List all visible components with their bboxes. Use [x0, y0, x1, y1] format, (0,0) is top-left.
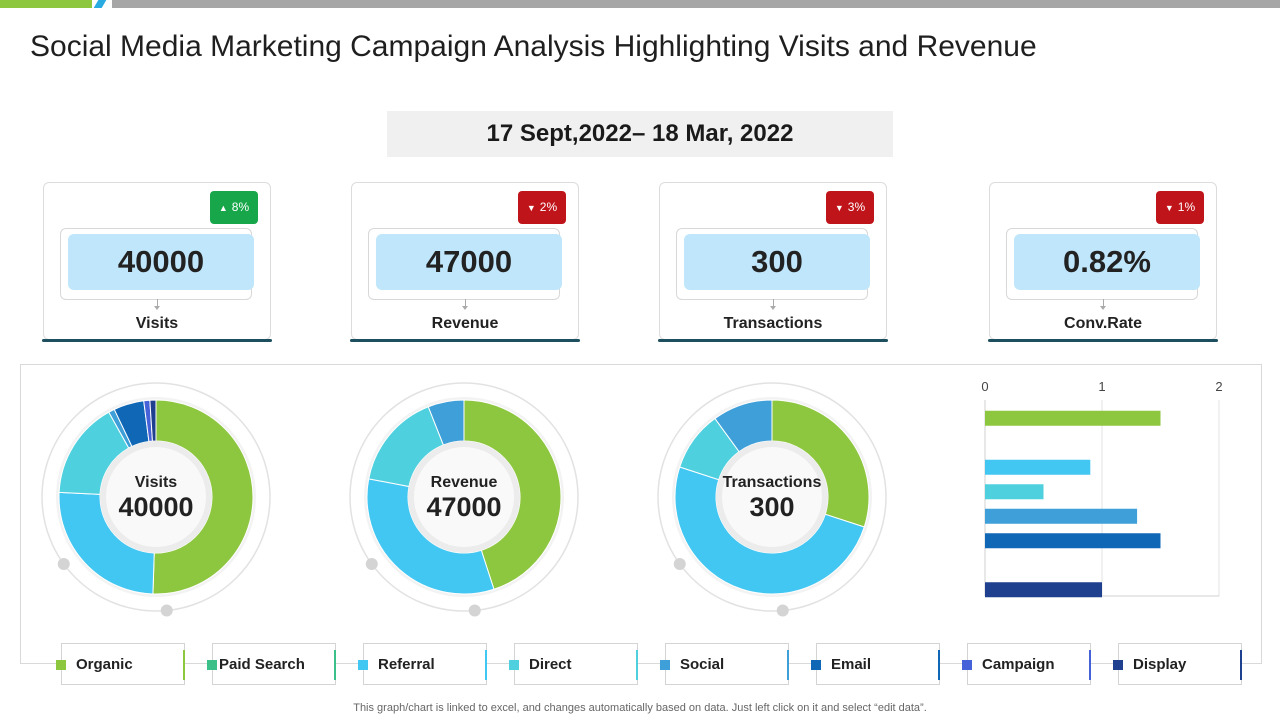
change-value: 2% [539, 200, 558, 214]
legend-swatch [1113, 660, 1123, 670]
legend-item-referral: Referral [358, 643, 487, 685]
legend-swatch [660, 660, 670, 670]
change-badge: ▲ 8% [210, 191, 258, 224]
donut-center-label: Revenue [431, 474, 498, 491]
connector-arrow [462, 299, 468, 310]
kpi-card-visits: ▲ 8% 40000 Visits [42, 182, 272, 342]
legend-swatch [811, 660, 821, 670]
kpi-label: Conv.Rate [1064, 315, 1142, 332]
legend-swatch [509, 660, 519, 670]
legend-swatch [56, 660, 66, 670]
bar-tick-label: 1 [1098, 379, 1105, 394]
bar-tick-label: 2 [1215, 379, 1222, 394]
card-underline [350, 339, 580, 342]
connector-arrow [154, 299, 160, 310]
legend-edge [636, 650, 638, 680]
bar-direct [985, 484, 1044, 500]
card-underline [988, 339, 1218, 342]
donut-center-value: 300 [749, 492, 794, 522]
chevron-down-icon: ▼ [834, 203, 844, 213]
legend-edge [938, 650, 940, 680]
kpi-value: 300 [684, 234, 870, 290]
bar-referral [985, 459, 1091, 475]
legend-label: Organic [76, 656, 133, 673]
change-badge: ▼ 3% [826, 191, 874, 224]
legend-edge [787, 650, 789, 680]
legend-edge [485, 650, 487, 680]
legend-edge [1089, 650, 1091, 680]
kpi-value: 40000 [68, 234, 254, 290]
donut-outer-ring [41, 382, 271, 612]
card-underline [42, 339, 272, 342]
legend-label: Display [1133, 656, 1187, 673]
bar-organic [985, 410, 1161, 426]
donut-center-inner [722, 447, 822, 547]
connector-arrow [770, 299, 776, 310]
donut-center-inner [106, 447, 206, 547]
chart-panel [20, 364, 1262, 664]
legend-item-campaign: Campaign [962, 643, 1091, 685]
ring-dot [160, 604, 173, 617]
kpi-card-conv-rate: ▼ 1% 0.82% Conv.Rate [988, 182, 1218, 342]
donut-outer-ring [657, 382, 887, 612]
bar-email [985, 533, 1161, 549]
legend-label: Social [680, 656, 725, 673]
legend-swatch [962, 660, 972, 670]
connector-arrow [1100, 299, 1106, 310]
ring-dot [468, 604, 481, 617]
legend-item-display: Display [1113, 643, 1242, 685]
kpi-label: Revenue [431, 315, 499, 332]
card-underline [658, 339, 888, 342]
donut-center-label: Transactions [723, 474, 822, 491]
bar-social [985, 508, 1138, 524]
ring-dot [673, 558, 686, 571]
legend-label: Paid Search [219, 656, 305, 673]
kpi-card-transactions: ▼ 3% 300 Transactions [658, 182, 888, 342]
change-badge: ▼ 1% [1156, 191, 1204, 224]
donut-center-label: Visits [135, 474, 178, 491]
legend-label: Email [831, 656, 872, 673]
change-value: 3% [847, 200, 866, 214]
legend-label: Campaign [982, 656, 1055, 673]
kpi-card-revenue: ▼ 2% 47000 Revenue [350, 182, 580, 342]
ring-dot [365, 558, 378, 571]
change-value: 8% [231, 200, 250, 214]
legend-swatch [207, 660, 217, 670]
chevron-down-icon: ▼ [1164, 203, 1174, 213]
legend-item-email: Email [811, 643, 940, 685]
donut-center-inner [414, 447, 514, 547]
legend-edge [183, 650, 185, 680]
accent-green-stripe [0, 0, 92, 8]
donut-outer-ring [349, 382, 579, 612]
ring-dot [57, 558, 70, 571]
legend-item-direct: Direct [509, 643, 638, 685]
kpi-label: Transactions [723, 315, 823, 332]
legend-edge [334, 650, 336, 680]
date-range: 17 Sept,2022– 18 Mar, 2022 [387, 111, 893, 157]
bar-tick-label: 0 [981, 379, 988, 394]
footer-note: This graph/chart is linked to excel, and… [353, 702, 927, 714]
page-title: Social Media Marketing Campaign Analysis… [30, 30, 1037, 63]
change-value: 1% [1177, 200, 1196, 214]
arrow-up-icon: ▲ [218, 203, 228, 213]
ring-dot [776, 604, 789, 617]
top-accent-bar [0, 0, 1280, 8]
legend-item-organic: Organic [56, 643, 185, 685]
legend-label: Direct [529, 656, 572, 673]
kpi-value: 0.82% [1014, 234, 1200, 290]
chevron-down-icon: ▼ [526, 203, 536, 213]
legend-item-paid-search: Paid Search [207, 643, 336, 685]
legend-label: Referral [378, 656, 435, 673]
legend-item-social: Social [660, 643, 789, 685]
donut-center-value: 47000 [426, 492, 501, 522]
kpi-value: 47000 [376, 234, 562, 290]
change-badge: ▼ 2% [518, 191, 566, 224]
accent-gray-stripe [112, 0, 1280, 8]
bar-display [985, 582, 1102, 598]
donut-center-value: 40000 [118, 492, 193, 522]
kpi-label: Visits [135, 315, 179, 332]
legend-swatch [358, 660, 368, 670]
legend-edge [1240, 650, 1242, 680]
